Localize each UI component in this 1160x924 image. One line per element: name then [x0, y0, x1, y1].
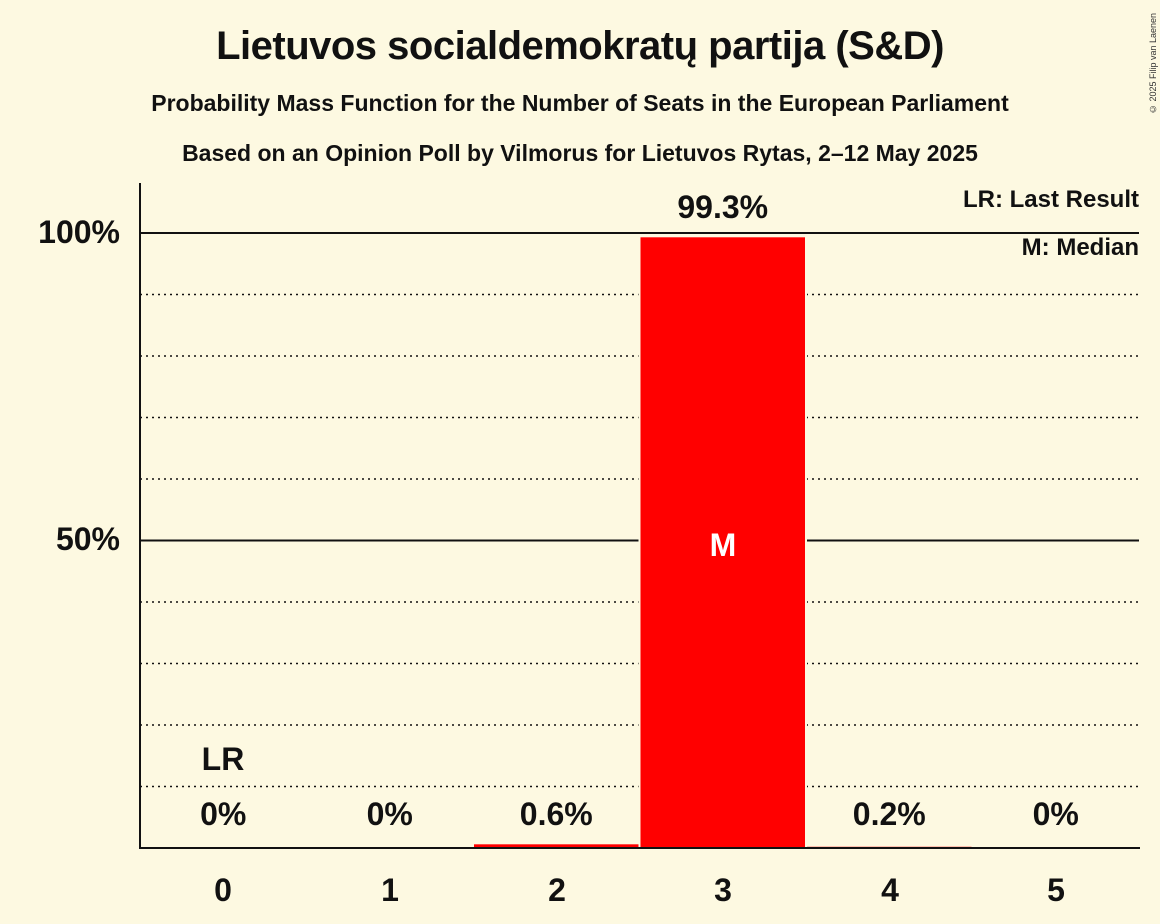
x-tick-0: 0 [214, 872, 232, 908]
bar-value-label: 0% [366, 796, 413, 832]
legend-last-result: LR: Last Result [962, 186, 1139, 213]
bar-value-label: 0% [1032, 796, 1079, 832]
bar-value-label: 0.2% [852, 796, 926, 832]
x-tick-2: 2 [548, 872, 566, 908]
chart-subtitle: Probability Mass Function for the Number… [151, 90, 1009, 116]
bars [474, 237, 972, 849]
x-tick-1: 1 [381, 872, 399, 908]
x-tick-5: 5 [1047, 872, 1065, 908]
bar-value-label: 0.6% [519, 796, 593, 832]
median-marker: M [709, 527, 737, 563]
x-tick-3: 3 [714, 872, 732, 908]
bar-value-label: 99.3% [677, 189, 769, 226]
legend-median: M: Median [1021, 234, 1139, 261]
bar-seats-2 [474, 844, 639, 848]
y-tick-100: 100% [38, 214, 120, 250]
bar-value-label: 0% [200, 796, 247, 832]
last-result-marker: LR [201, 741, 245, 777]
chart-title: Lietuvos socialdemokratų partija (S&D) [216, 24, 944, 68]
bar-seats-3 [640, 237, 805, 848]
y-tick-50: 50% [55, 521, 120, 557]
chart-source-line: Based on an Opinion Poll by Vilmorus for… [182, 140, 978, 166]
x-tick-4: 4 [881, 872, 899, 908]
